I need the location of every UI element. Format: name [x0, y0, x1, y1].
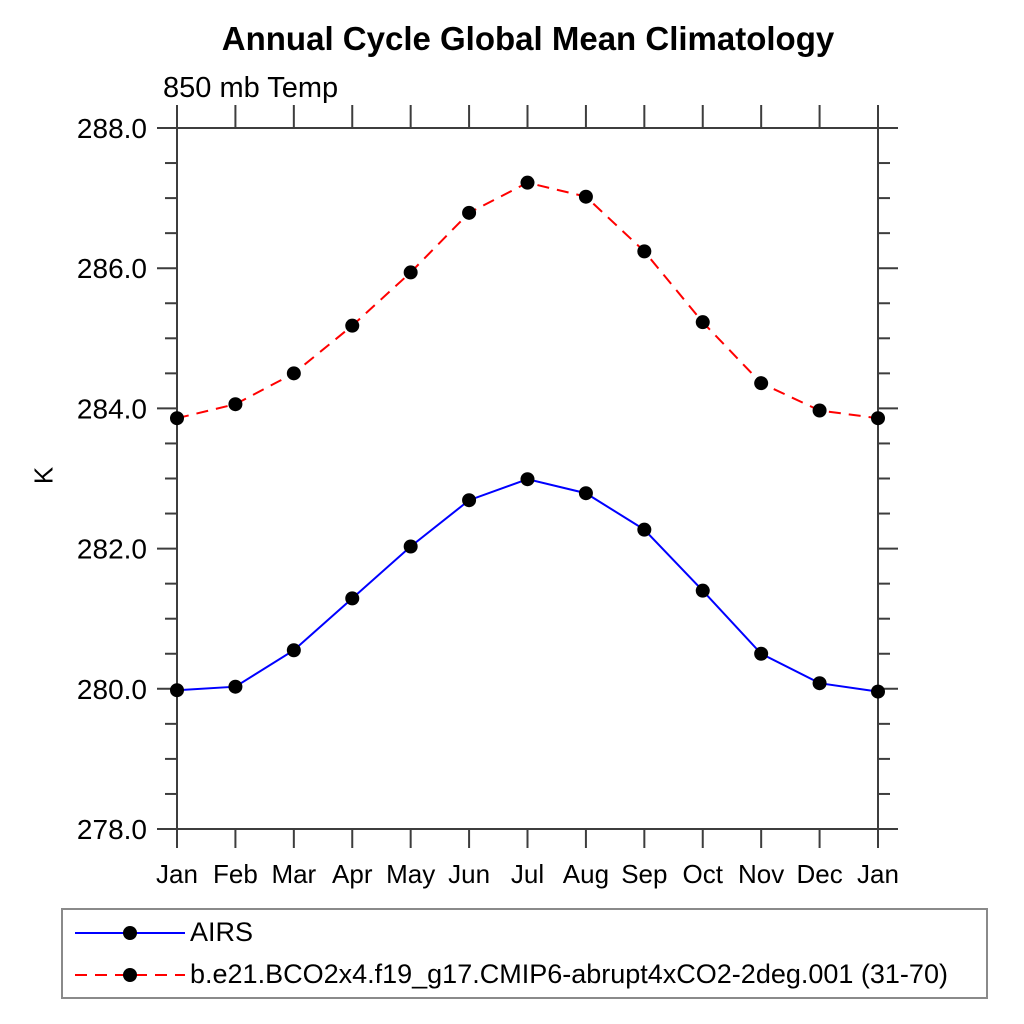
x-tick-label: Apr [332, 859, 373, 889]
data-point-series-1 [170, 411, 184, 426]
data-point-series-1 [812, 403, 827, 418]
chart-subtitle: 850 mb Temp [163, 72, 339, 104]
data-point-series-1 [578, 189, 593, 204]
x-tick-label: Sep [621, 859, 667, 889]
legend: AIRS b.e21.BCO2x4.f19_g17.CMIP6-abrupt4x… [61, 908, 988, 999]
x-tick-label: Aug [563, 859, 609, 889]
x-tick-label: May [386, 859, 435, 889]
y-tick-label: 278.0 [77, 814, 147, 845]
data-point-series-1 [462, 205, 477, 220]
x-tick-label: Jul [511, 859, 544, 889]
data-point-series-1 [286, 366, 301, 381]
x-tick-label: Mar [271, 859, 316, 889]
legend-marker-airs [123, 925, 137, 940]
data-point-series-1 [228, 397, 243, 412]
data-point-series-0 [462, 493, 477, 508]
data-point-series-1 [637, 244, 652, 259]
y-tick-label: 280.0 [77, 674, 147, 705]
data-point-series-0 [695, 583, 710, 598]
legend-label-model: b.e21.BCO2x4.f19_g17.CMIP6-abrupt4xCO2-2… [190, 959, 948, 989]
y-tick-label: 282.0 [77, 534, 147, 565]
series-line-0 [176, 478, 879, 693]
x-tick-label: Oct [683, 859, 724, 889]
x-tick-label: Jan [156, 859, 198, 889]
legend-marker-model [123, 967, 137, 982]
x-tick-label: Nov [738, 859, 784, 889]
data-point-series-1 [695, 315, 710, 330]
x-tick-label: Jan [857, 859, 899, 889]
data-point-series-0 [170, 683, 184, 698]
legend-item-model: b.e21.BCO2x4.f19_g17.CMIP6-abrupt4xCO2-2… [73, 957, 986, 993]
data-point-series-0 [228, 679, 243, 694]
data-point-series-1 [520, 175, 535, 190]
y-tick-label: 286.0 [77, 253, 147, 284]
legend-line-sample-model [75, 967, 185, 982]
data-point-series-0 [345, 591, 360, 606]
series-line-1 [176, 181, 879, 420]
data-point-series-1 [754, 376, 769, 391]
data-point-series-1 [403, 265, 418, 280]
y-tick-label: 284.0 [77, 393, 147, 424]
legend-label-airs: AIRS [190, 917, 254, 947]
data-point-series-0 [403, 539, 418, 554]
data-point-series-0 [578, 486, 593, 501]
x-tick-label: Dec [796, 859, 842, 889]
data-point-series-0 [286, 643, 301, 658]
data-point-series-0 [637, 522, 652, 537]
data-point-series-0 [871, 684, 885, 699]
legend-line-sample-airs [75, 925, 185, 940]
legend-item-airs: AIRS [73, 915, 986, 951]
data-point-series-1 [345, 318, 360, 333]
data-point-series-1 [871, 411, 885, 426]
x-tick-label: Feb [213, 859, 258, 889]
data-point-series-0 [812, 676, 827, 691]
data-point-series-0 [754, 646, 769, 661]
data-point-series-0 [520, 472, 535, 487]
x-tick-label: Jun [448, 859, 490, 889]
chart-title: Annual Cycle Global Mean Climatology [221, 20, 835, 57]
y-tick-label: 288.0 [77, 113, 147, 144]
